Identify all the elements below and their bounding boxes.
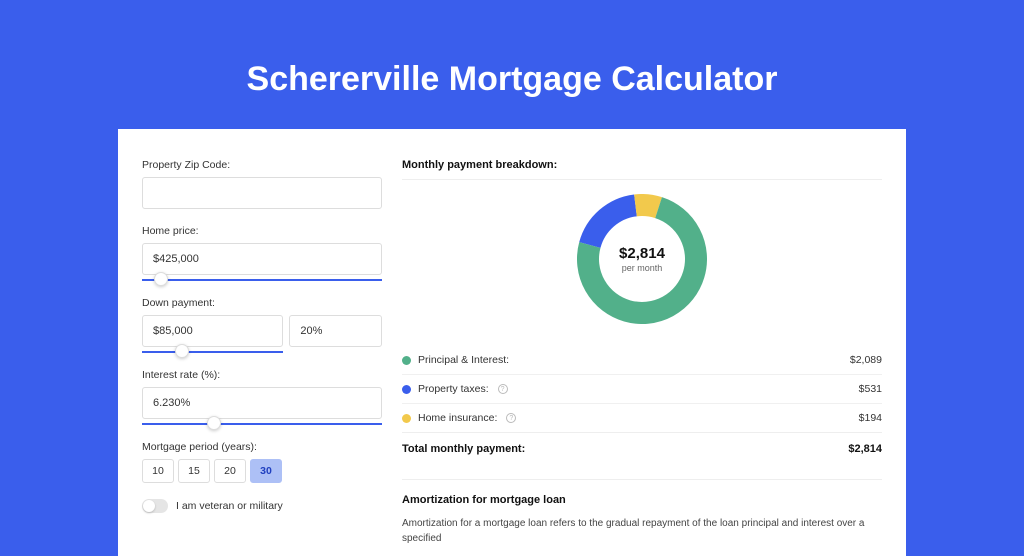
donut-sub: per month bbox=[619, 263, 665, 273]
breakdown-item-value: $531 bbox=[859, 383, 882, 395]
home-price-input[interactable] bbox=[142, 243, 382, 275]
breakdown-total-row: Total monthly payment: $2,814 bbox=[402, 432, 882, 465]
period-option-30[interactable]: 30 bbox=[250, 459, 282, 483]
legend-dot bbox=[402, 385, 411, 394]
toggle-knob bbox=[143, 500, 155, 512]
zip-input[interactable] bbox=[142, 177, 382, 209]
breakdown-title: Monthly payment breakdown: bbox=[402, 159, 882, 180]
breakdown-column: Monthly payment breakdown: $2,814 per mo… bbox=[402, 159, 882, 546]
donut-segment bbox=[635, 205, 658, 208]
page-title: Schererville Mortgage Calculator bbox=[0, 0, 1024, 129]
legend-dot bbox=[402, 414, 411, 423]
down-payment-field: Down payment: bbox=[142, 297, 382, 353]
down-payment-input[interactable] bbox=[142, 315, 283, 347]
down-payment-slider-thumb[interactable] bbox=[175, 344, 189, 358]
interest-input[interactable] bbox=[142, 387, 382, 419]
period-options: 10152030 bbox=[142, 459, 382, 483]
amortization-title: Amortization for mortgage loan bbox=[402, 494, 882, 506]
donut-chart: $2,814 per month bbox=[577, 194, 707, 324]
breakdown-item-label: Property taxes: bbox=[418, 383, 489, 395]
interest-field: Interest rate (%): bbox=[142, 369, 382, 425]
breakdown-item-value: $194 bbox=[859, 412, 882, 424]
calculator-panel: Property Zip Code: Home price: Down paym… bbox=[118, 129, 906, 556]
home-price-slider[interactable] bbox=[142, 279, 382, 281]
donut-segment bbox=[590, 205, 636, 245]
zip-field: Property Zip Code: bbox=[142, 159, 382, 209]
legend-dot bbox=[402, 356, 411, 365]
donut-center: $2,814 per month bbox=[619, 245, 665, 273]
donut-amount: $2,814 bbox=[619, 245, 665, 262]
interest-slider-thumb[interactable] bbox=[207, 416, 221, 430]
breakdown-item-label: Home insurance: bbox=[418, 412, 497, 424]
total-value: $2,814 bbox=[848, 443, 882, 455]
period-label: Mortgage period (years): bbox=[142, 441, 382, 453]
veteran-row: I am veteran or military bbox=[142, 499, 382, 513]
donut-chart-wrap: $2,814 per month bbox=[402, 194, 882, 324]
total-label: Total monthly payment: bbox=[402, 443, 525, 455]
home-price-slider-thumb[interactable] bbox=[154, 272, 168, 286]
down-payment-slider[interactable] bbox=[142, 351, 283, 353]
period-option-10[interactable]: 10 bbox=[142, 459, 174, 483]
breakdown-item-value: $2,089 bbox=[850, 354, 882, 366]
interest-slider[interactable] bbox=[142, 423, 382, 425]
breakdown-row: Principal & Interest: $2,089 bbox=[402, 346, 882, 374]
breakdown-row: Property taxes:? $531 bbox=[402, 374, 882, 403]
info-icon[interactable]: ? bbox=[506, 413, 516, 423]
breakdown-row: Home insurance:? $194 bbox=[402, 403, 882, 432]
home-price-label: Home price: bbox=[142, 225, 382, 237]
breakdown-item-label: Principal & Interest: bbox=[418, 354, 509, 366]
amortization-section: Amortization for mortgage loan Amortizat… bbox=[402, 479, 882, 546]
period-field: Mortgage period (years): 10152030 bbox=[142, 441, 382, 483]
breakdown-list: Principal & Interest: $2,089 Property taxe… bbox=[402, 346, 882, 432]
info-icon[interactable]: ? bbox=[498, 384, 508, 394]
interest-label: Interest rate (%): bbox=[142, 369, 382, 381]
input-column: Property Zip Code: Home price: Down paym… bbox=[142, 159, 382, 546]
veteran-label: I am veteran or military bbox=[176, 500, 283, 512]
down-payment-label: Down payment: bbox=[142, 297, 382, 309]
amortization-text: Amortization for a mortgage loan refers … bbox=[402, 516, 882, 546]
veteran-toggle[interactable] bbox=[142, 499, 168, 513]
period-option-15[interactable]: 15 bbox=[178, 459, 210, 483]
zip-label: Property Zip Code: bbox=[142, 159, 382, 171]
down-payment-pct-input[interactable] bbox=[289, 315, 382, 347]
home-price-field: Home price: bbox=[142, 225, 382, 281]
period-option-20[interactable]: 20 bbox=[214, 459, 246, 483]
